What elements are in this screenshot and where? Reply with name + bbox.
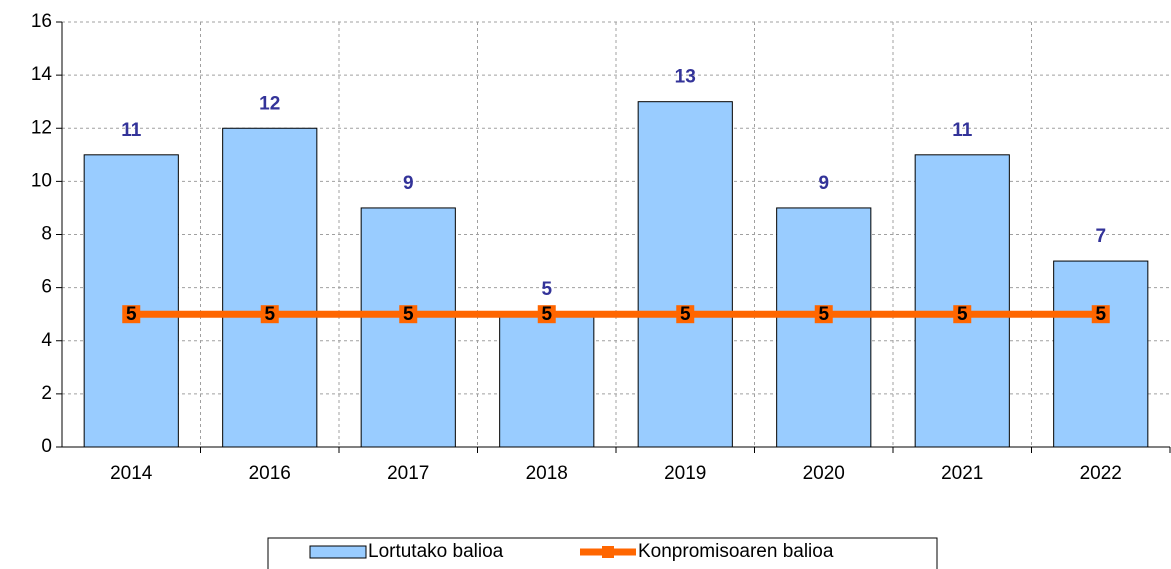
line-label: 5 bbox=[264, 304, 275, 325]
line-marker bbox=[953, 305, 972, 324]
bar bbox=[360, 207, 456, 448]
line-marker bbox=[122, 305, 141, 324]
y-tick-label: 16 bbox=[31, 11, 52, 32]
legend-marker bbox=[602, 546, 614, 558]
x-tick-label: 2018 bbox=[526, 463, 568, 484]
y-tick-label: 8 bbox=[41, 224, 52, 245]
line-marker bbox=[260, 305, 279, 324]
line-label: 5 bbox=[818, 304, 829, 325]
bar-label: 11 bbox=[121, 120, 142, 141]
y-tick-label: 14 bbox=[31, 64, 53, 85]
x-tick-label: 2014 bbox=[110, 463, 153, 484]
line-label: 5 bbox=[1095, 304, 1106, 325]
y-tick-label: 0 bbox=[41, 436, 52, 457]
bar-label: 9 bbox=[403, 173, 414, 194]
y-tick-label: 12 bbox=[31, 117, 52, 138]
bar bbox=[1053, 260, 1149, 448]
line-marker bbox=[399, 305, 418, 324]
x-tick-label: 2016 bbox=[249, 463, 291, 484]
y-tick-label: 6 bbox=[41, 277, 52, 298]
bar bbox=[914, 154, 1010, 448]
bar-label: 12 bbox=[259, 93, 280, 114]
line-marker bbox=[814, 305, 833, 324]
bar bbox=[776, 207, 872, 448]
legend-label: Konpromisoaren balioa bbox=[638, 541, 834, 562]
line-label: 5 bbox=[957, 304, 968, 325]
bar bbox=[499, 313, 595, 448]
x-tick-label: 2021 bbox=[941, 463, 983, 484]
y-tick-label: 2 bbox=[41, 383, 52, 404]
x-tick-label: 2022 bbox=[1080, 463, 1122, 484]
x-tick-label: 2019 bbox=[664, 463, 706, 484]
line-label: 5 bbox=[126, 304, 137, 325]
line-label: 5 bbox=[541, 304, 552, 325]
bar-label: 11 bbox=[952, 120, 973, 141]
bar-label: 9 bbox=[818, 173, 829, 194]
legend-label: Lortutako balioa bbox=[368, 541, 504, 562]
line-marker bbox=[676, 305, 695, 324]
bar bbox=[637, 101, 733, 448]
bar-label: 5 bbox=[541, 279, 552, 300]
line-label: 5 bbox=[403, 304, 414, 325]
y-tick-label: 10 bbox=[31, 170, 52, 191]
line-label: 5 bbox=[680, 304, 691, 325]
line-marker bbox=[537, 305, 556, 324]
bar bbox=[222, 127, 318, 448]
x-tick-label: 2017 bbox=[387, 463, 429, 484]
legend-swatch bbox=[309, 545, 367, 559]
bar-label: 7 bbox=[1095, 226, 1106, 247]
y-tick-label: 4 bbox=[41, 330, 52, 351]
x-tick-label: 2020 bbox=[803, 463, 845, 484]
line-marker bbox=[1091, 305, 1110, 324]
bar bbox=[83, 154, 179, 448]
bar-label: 13 bbox=[675, 67, 696, 88]
